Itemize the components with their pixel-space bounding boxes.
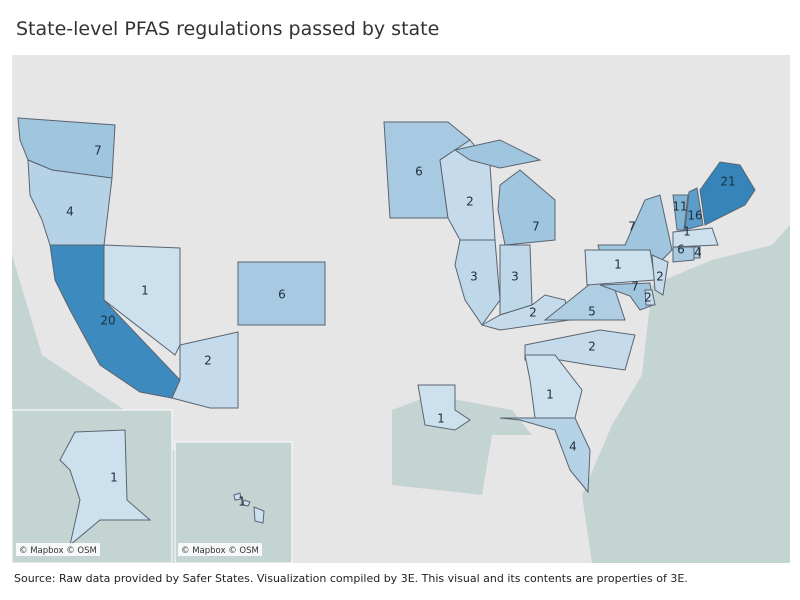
state-ct[interactable] <box>672 246 695 263</box>
value-label-ri: 4 <box>694 246 702 260</box>
value-label-fl: 4 <box>569 440 577 454</box>
value-label-il: 3 <box>470 270 478 284</box>
value-label-la: 1 <box>437 412 445 426</box>
value-label-ca: 20 <box>100 314 115 328</box>
value-label-nh: 16 <box>687 209 702 223</box>
value-label-va: 5 <box>588 305 596 319</box>
state-ak[interactable] <box>59 429 152 547</box>
state-fl[interactable] <box>499 417 591 494</box>
state-nv[interactable] <box>103 244 181 356</box>
hawaii-inset <box>174 441 293 563</box>
state-de[interactable] <box>644 289 656 306</box>
state-co[interactable] <box>237 261 326 326</box>
value-label-ct: 6 <box>677 243 685 257</box>
value-label-me: 21 <box>720 175 735 189</box>
state-nj[interactable] <box>651 254 669 296</box>
map-credit-alaska[interactable]: © Mapbox © OSM <box>19 546 97 556</box>
states-layer <box>17 117 756 494</box>
state-ma[interactable] <box>672 227 719 248</box>
value-label-in: 3 <box>511 270 519 284</box>
value-label-az: 2 <box>204 354 212 368</box>
value-label-wa: 7 <box>94 144 102 158</box>
inset-states-layer <box>59 429 265 547</box>
state-vt[interactable] <box>672 194 689 231</box>
value-label-nc: 2 <box>588 340 596 354</box>
value-label-vt: 11 <box>672 200 687 214</box>
value-label-md: 7 <box>631 280 639 294</box>
state-hi[interactable] <box>233 492 265 524</box>
value-label-nv: 1 <box>141 284 149 298</box>
value-label-co: 6 <box>278 288 286 302</box>
chart-title: State-level PFAS regulations passed by s… <box>16 18 440 40</box>
atlantic-ocean <box>582 225 790 563</box>
value-label-wi: 2 <box>466 195 474 209</box>
state-nh[interactable] <box>684 187 704 231</box>
state-md[interactable] <box>599 282 654 311</box>
value-label-mi: 7 <box>532 220 540 234</box>
value-label-pa: 1 <box>614 258 622 272</box>
map-credit-hawaii[interactable]: © Mapbox © OSM <box>181 546 259 556</box>
value-label-ny: 7 <box>628 220 636 234</box>
value-label-hi: 1 <box>238 495 246 509</box>
state-az[interactable] <box>171 331 239 409</box>
source-note: Source: Raw data provided by Safer State… <box>14 572 688 585</box>
state-mi[interactable] <box>453 139 542 169</box>
value-label-ky: 2 <box>529 306 537 320</box>
state-la[interactable] <box>417 384 471 431</box>
value-label-ma: 1 <box>683 225 691 239</box>
value-label-ak: 1 <box>110 471 118 485</box>
value-label-de: 2 <box>644 291 652 305</box>
value-label-ga: 1 <box>546 388 554 402</box>
credit-bg <box>178 543 262 556</box>
state-me[interactable] <box>699 161 756 226</box>
value-label-or: 4 <box>66 205 74 219</box>
state-mi[interactable] <box>497 169 556 246</box>
state-ky[interactable] <box>480 294 571 331</box>
state-ri[interactable] <box>693 246 701 259</box>
credit-bg <box>16 543 100 556</box>
value-label-nj: 2 <box>656 270 664 284</box>
value-label-mn: 6 <box>415 165 423 179</box>
